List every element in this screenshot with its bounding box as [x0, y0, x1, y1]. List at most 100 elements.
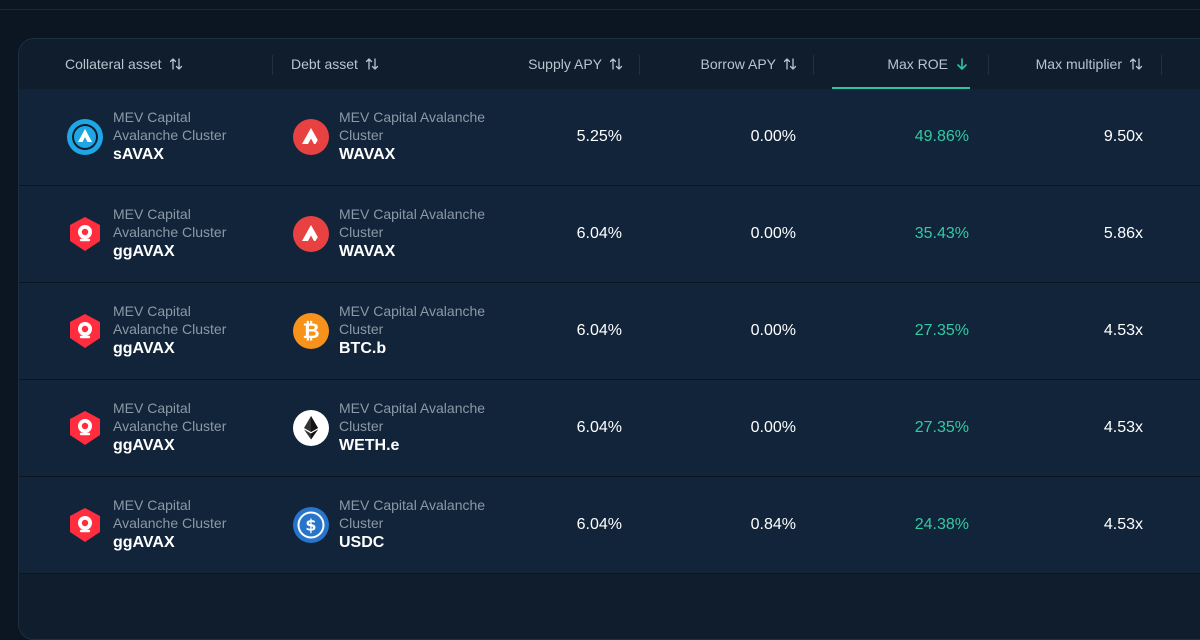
asset-symbol: WAVAX — [339, 146, 396, 163]
header-label: Supply APY — [528, 56, 602, 72]
sort-icon[interactable] — [169, 57, 183, 71]
asset-symbol: ggAVAX — [113, 243, 175, 260]
vault-name: MEV Capital Avalanche — [339, 497, 486, 513]
borrow-apy-value: 0.00% — [750, 225, 796, 242]
wavax-icon — [293, 216, 329, 252]
header-label: Debt asset — [291, 56, 358, 72]
active-sort-indicator — [832, 87, 970, 89]
supply-apy-value: 5.25% — [576, 128, 622, 145]
strategies-table: Collateral asset Debt asset Supply APY B… — [18, 38, 1200, 640]
savax-icon — [67, 119, 103, 155]
debt-asset: MEV Capital Avalanche Cluster WETH.e — [293, 380, 485, 476]
ggavax-icon — [67, 216, 103, 252]
vault-name: MEV Capital — [113, 109, 191, 125]
svg-text:₿: ₿ — [302, 319, 319, 343]
vault-name: MEV Capital Avalanche — [339, 303, 486, 319]
ggavax-icon — [67, 410, 103, 446]
table-row[interactable]: MEV Capital Avalanche Cluster ggAVAX $ M… — [19, 477, 1200, 574]
vault-name: Avalanche Cluster — [113, 321, 227, 337]
asset-symbol: BTC.b — [339, 340, 387, 357]
sort-icon[interactable] — [1129, 57, 1143, 71]
header-divider — [1161, 55, 1162, 75]
max-roe-value: 35.43% — [914, 225, 969, 242]
table-row[interactable]: MEV Capital Avalanche Cluster ggAVAX MEV… — [19, 380, 1200, 477]
header-label: Borrow APY — [700, 56, 776, 72]
table-row[interactable]: MEV Capital Avalanche Cluster ggAVAX MEV… — [19, 186, 1200, 283]
borrow-apy-value: 0.84% — [750, 516, 796, 533]
vault-name: Cluster — [339, 224, 384, 240]
vault-name: Avalanche Cluster — [113, 224, 227, 240]
asset-symbol: WAVAX — [339, 243, 396, 260]
header-debt-asset[interactable]: Debt asset — [291, 39, 379, 89]
vault-name: MEV Capital — [113, 497, 191, 513]
vault-name: Cluster — [339, 515, 384, 531]
asset-symbol: USDC — [339, 534, 385, 551]
max-multiplier-value: 5.86x — [1103, 225, 1143, 242]
sort-icon[interactable] — [783, 57, 797, 71]
asset-symbol: ggAVAX — [113, 340, 175, 357]
header-divider — [272, 55, 273, 75]
header-label: Collateral asset — [65, 56, 162, 72]
vault-name: MEV Capital — [113, 206, 191, 222]
header-max-multiplier[interactable]: Max multiplier — [979, 39, 1143, 89]
header-divider — [639, 55, 640, 75]
vault-name: Cluster — [339, 127, 384, 143]
supply-apy-value: 6.04% — [576, 516, 622, 533]
top-divider — [0, 0, 1200, 10]
arrow-down-icon[interactable] — [955, 57, 969, 71]
max-roe-value: 24.38% — [914, 516, 969, 533]
collateral-asset: MEV Capital Avalanche Cluster ggAVAX — [67, 186, 226, 282]
asset-symbol: ggAVAX — [113, 534, 175, 551]
asset-symbol: sAVAX — [113, 146, 164, 163]
ggavax-icon — [67, 507, 103, 543]
header-label: Max multiplier — [1035, 56, 1122, 72]
header-divider — [988, 55, 989, 75]
table-row[interactable]: MEV Capital Avalanche Cluster ggAVAX ₿ M… — [19, 283, 1200, 380]
max-multiplier-value: 9.50x — [1103, 128, 1143, 145]
vault-name: Cluster — [339, 418, 384, 434]
ggavax-icon — [67, 313, 103, 349]
vault-name: MEV Capital Avalanche — [339, 206, 486, 222]
header-divider — [813, 55, 814, 75]
usdc-icon: $ — [293, 507, 329, 543]
borrow-apy-value: 0.00% — [750, 419, 796, 436]
max-multiplier-value: 4.53x — [1103, 322, 1143, 339]
debt-asset: MEV Capital Avalanche Cluster WAVAX — [293, 89, 485, 185]
max-roe-value: 49.86% — [914, 128, 969, 145]
collateral-asset: MEV Capital Avalanche Cluster sAVAX — [67, 89, 226, 185]
btcb-icon: ₿ — [293, 313, 329, 349]
max-multiplier-value: 4.53x — [1103, 516, 1143, 533]
vault-name: MEV Capital Avalanche — [339, 400, 486, 416]
max-roe-value: 27.35% — [914, 419, 969, 436]
debt-asset: MEV Capital Avalanche Cluster WAVAX — [293, 186, 485, 282]
header-max-roe[interactable]: Max ROE — [805, 39, 969, 89]
vault-name: MEV Capital — [113, 303, 191, 319]
sort-icon[interactable] — [609, 57, 623, 71]
supply-apy-value: 6.04% — [576, 419, 622, 436]
borrow-apy-value: 0.00% — [750, 322, 796, 339]
vault-name: MEV Capital — [113, 400, 191, 416]
debt-asset: ₿ MEV Capital Avalanche Cluster BTC.b — [293, 283, 485, 379]
max-multiplier-value: 4.53x — [1103, 419, 1143, 436]
vault-name: Avalanche Cluster — [113, 515, 227, 531]
table-row[interactable]: MEV Capital Avalanche Cluster sAVAX MEV … — [19, 89, 1200, 186]
header-supply-apy[interactable]: Supply APY — [459, 39, 623, 89]
header-collateral-asset[interactable]: Collateral asset — [65, 39, 183, 89]
debt-asset: $ MEV Capital Avalanche Cluster USDC — [293, 477, 485, 573]
supply-apy-value: 6.04% — [576, 225, 622, 242]
table-header: Collateral asset Debt asset Supply APY B… — [19, 39, 1200, 89]
vault-name: Avalanche Cluster — [113, 418, 227, 434]
collateral-asset: MEV Capital Avalanche Cluster ggAVAX — [67, 283, 226, 379]
supply-apy-value: 6.04% — [576, 322, 622, 339]
asset-symbol: ggAVAX — [113, 437, 175, 454]
borrow-apy-value: 0.00% — [750, 128, 796, 145]
header-borrow-apy[interactable]: Borrow APY — [633, 39, 797, 89]
collateral-asset: MEV Capital Avalanche Cluster ggAVAX — [67, 477, 226, 573]
vault-name: Cluster — [339, 321, 384, 337]
vault-name: Avalanche Cluster — [113, 127, 227, 143]
svg-text:$: $ — [305, 516, 316, 535]
weth-icon — [293, 410, 329, 446]
sort-icon[interactable] — [365, 57, 379, 71]
wavax-icon — [293, 119, 329, 155]
max-roe-value: 27.35% — [914, 322, 969, 339]
